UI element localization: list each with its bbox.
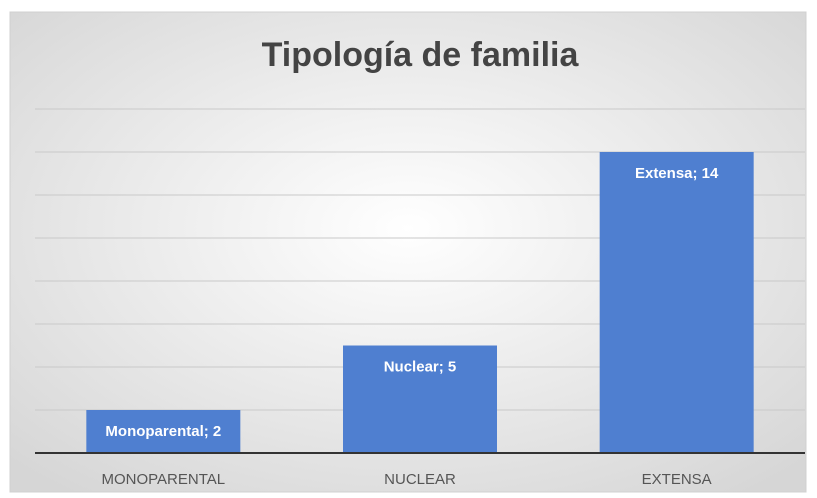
data-label: Nuclear; 5 — [384, 358, 457, 375]
bar — [86, 410, 241, 453]
bar — [599, 152, 754, 453]
data-label: Extensa; 14 — [635, 165, 719, 182]
chart-title: Tipología de familia — [262, 36, 580, 74]
data-label: Monoparental; 2 — [105, 423, 221, 440]
bar — [343, 345, 497, 453]
x-tick-label: MONOPARENTAL — [102, 471, 226, 488]
x-tick-label: NUCLEAR — [384, 471, 456, 488]
x-tick-label: EXTENSA — [642, 471, 712, 488]
